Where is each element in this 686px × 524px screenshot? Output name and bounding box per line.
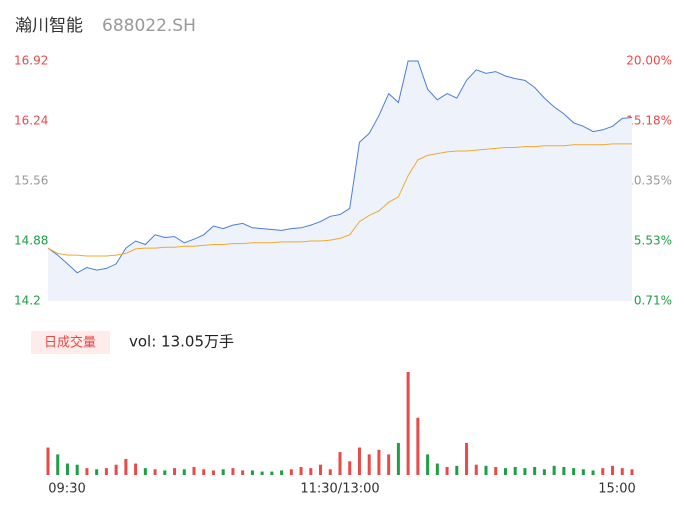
volume-bar [134, 463, 138, 475]
volume-bar [581, 469, 585, 475]
volume-bar [591, 470, 595, 475]
volume-bar [484, 465, 488, 475]
stock-code: 688022.SH [102, 16, 196, 36]
volume-bar [435, 463, 439, 475]
x-tick-label: 11:30/13:00 [300, 482, 379, 497]
volume-bar [192, 466, 196, 475]
volume-bar [367, 454, 371, 475]
y-tick-label: 14.88 [14, 234, 48, 248]
volume-bar [104, 468, 108, 475]
y-tick-label: 16.92 [14, 54, 48, 68]
volume-bar [426, 454, 430, 475]
volume-bar [173, 468, 177, 475]
volume-bar [465, 442, 469, 475]
volume-bar [65, 463, 69, 475]
volume-bar [319, 464, 323, 475]
stock-name: 瀚川智能 [15, 16, 83, 36]
volume-bar [241, 470, 245, 475]
volume-bar [260, 471, 264, 475]
y-tick-label: 14.2 [14, 294, 41, 308]
volume-bar [289, 469, 293, 475]
y2-tick-label: 5.53% [634, 234, 672, 248]
volume-bar [542, 469, 546, 475]
volume-bar [163, 470, 167, 475]
volume-bar [396, 442, 400, 475]
series-line [47, 143, 632, 257]
volume-bar [202, 469, 206, 475]
volume-bar [124, 458, 128, 475]
volume-bar [562, 466, 566, 475]
volume-bar [503, 468, 507, 475]
volume-bar [630, 469, 634, 475]
volume-bar [299, 466, 303, 475]
volume-bar [221, 469, 225, 475]
price-area [48, 61, 632, 301]
volume-bar [357, 447, 361, 475]
volume-bar [250, 470, 254, 475]
volume-bar [182, 469, 186, 475]
volume-badge-text: 日成交量 [44, 335, 96, 351]
volume-bar [56, 454, 60, 475]
volume-bar [455, 465, 459, 475]
volume-bar [328, 469, 332, 475]
volume-bar [46, 447, 50, 475]
volume-bar [114, 464, 118, 475]
volume-bar [406, 372, 410, 475]
volume-bar [474, 464, 478, 475]
volume-bar [280, 470, 284, 475]
volume-bar [533, 466, 537, 475]
volume-bar [309, 468, 313, 475]
y-tick-label: 15.56 [14, 174, 48, 188]
volume-badge [31, 331, 110, 354]
volume-bar [445, 466, 449, 475]
y2-tick-label: 0.71% [634, 294, 672, 308]
volume-bar [494, 466, 498, 475]
volume-bar [513, 466, 517, 475]
volume-bar [231, 468, 235, 475]
y2-tick-label: 20.00% [626, 54, 672, 68]
volume-bar [416, 417, 420, 475]
volume-bar [338, 452, 342, 475]
volume-bar [601, 468, 605, 475]
volume-bar [620, 468, 624, 475]
volume-bar [572, 468, 576, 475]
x-tick-label: 09:30 [48, 482, 85, 497]
volume-bar [377, 449, 381, 475]
volume-bar [95, 469, 99, 475]
volume-bar [211, 470, 215, 475]
volume-bar [143, 468, 147, 475]
x-tick-label: 15:00 [598, 482, 635, 497]
volume-bar [85, 468, 89, 475]
series-line [47, 60, 633, 274]
volume-bar [611, 465, 615, 475]
volume-bar [348, 461, 352, 475]
y2-tick-label: 10.35% [626, 174, 672, 188]
volume-bar [387, 454, 391, 475]
volume-bar [270, 471, 274, 475]
volume-bar [153, 469, 157, 475]
volume-bar [552, 465, 556, 475]
y-tick-label: 16.24 [14, 114, 48, 128]
volume-bar [75, 464, 79, 475]
volume-total: vol: 13.05万手 [129, 333, 234, 351]
volume-bar [523, 468, 527, 475]
y2-tick-label: 15.18% [626, 113, 672, 127]
